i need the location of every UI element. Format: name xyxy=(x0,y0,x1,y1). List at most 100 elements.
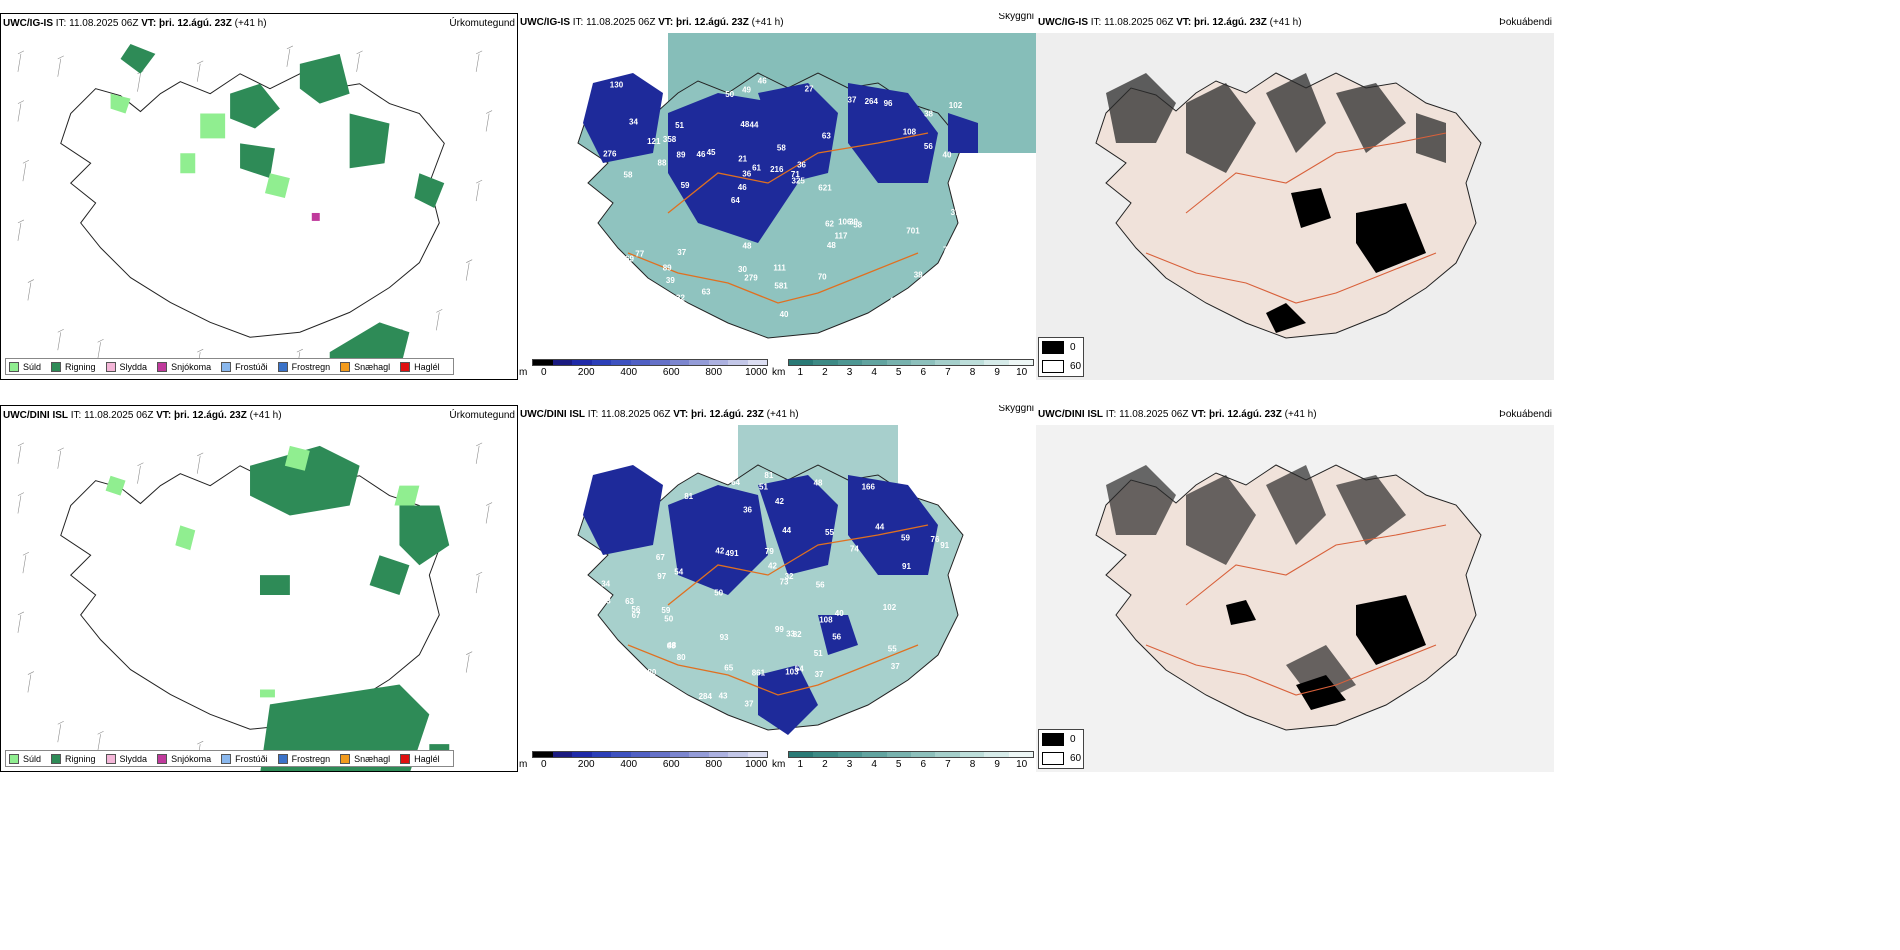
visibility-value-label: 102 xyxy=(949,101,963,110)
cloudbase-color-step xyxy=(669,360,689,365)
visibility-value-label: 313 xyxy=(639,304,653,313)
cloudbase-tick-label: 400 xyxy=(620,759,638,770)
init-time: 11.08.2025 06Z xyxy=(586,17,656,28)
cloudbase-tick-label: 600 xyxy=(662,759,680,770)
visibility-tick-label: 5 xyxy=(895,759,902,770)
visibility-color-step xyxy=(813,360,838,365)
visibility-color-step xyxy=(1008,360,1034,365)
cloudbase-color-step xyxy=(611,752,631,757)
visibility-value-label: 88 xyxy=(658,159,667,168)
fog-legend-item: 0 xyxy=(1039,730,1083,749)
visibility-value-label: 56 xyxy=(631,605,640,614)
cloudbase-color-step xyxy=(630,752,650,757)
fog-core xyxy=(1266,188,1426,333)
visibility-value-label: 35 xyxy=(612,302,621,311)
valid-label: VT: xyxy=(156,410,172,421)
visibility-value-label: 21 xyxy=(738,155,747,164)
visibility-value-label: 73 xyxy=(780,577,789,586)
valid-label: VT: xyxy=(673,409,689,420)
visibility-value-label: 491 xyxy=(725,549,739,558)
precip-map[interactable] xyxy=(1,34,517,379)
lead-time: (+41 h) xyxy=(249,410,282,421)
fog-shading xyxy=(1106,465,1406,705)
visibility-value-label: 46 xyxy=(758,77,767,86)
legend-swatch xyxy=(51,361,62,372)
visibility-tick-label: 2 xyxy=(822,367,828,378)
panel-visibility-row1: UWC/IG-IS IT: 11.08.2025 06Z VT: þri. 12… xyxy=(518,13,1036,380)
visibility-value-label: 56 xyxy=(918,297,927,306)
legend-label: Snæhagl xyxy=(354,361,391,372)
visibility-value-label: 36 xyxy=(742,169,751,178)
panel-header: UWC/IG-IS IT: 11.08.2025 06Z VT: þri. 12… xyxy=(1036,13,1554,33)
visibility-value-label: 48 xyxy=(740,120,749,129)
visibility-value-label: 74 xyxy=(850,545,859,554)
precip-map[interactable] xyxy=(1,426,517,771)
fog-core xyxy=(1226,595,1426,710)
init-time: 11.08.2025 06Z xyxy=(1104,17,1174,28)
legend-swatch xyxy=(340,753,351,764)
cloudbase-color-step xyxy=(728,360,748,365)
valid-label: VT: xyxy=(658,17,674,28)
cloudbase-tick-label: 200 xyxy=(577,759,595,770)
visibility-value-label: 78 xyxy=(943,246,952,255)
cloudbase-tick-labels: 0 200 400 600 800 1000 xyxy=(532,366,768,380)
cloudbase-colorbar-strip xyxy=(532,751,768,758)
panel-header: UWC/IG-IS IT: 11.08.2025 06Z VT: þri. 12… xyxy=(518,13,1036,33)
panel-precip-row2: UWC/DINI ISL IT: 11.08.2025 06Z VT: þri.… xyxy=(0,405,518,772)
cloudbase-color-step xyxy=(747,360,767,365)
visibility-value-label: 82 xyxy=(793,630,802,639)
visibility-value-label: 54 xyxy=(609,309,618,318)
valid-time: þri. 12.ágú. 23Z xyxy=(174,410,247,421)
valid-label: VT: xyxy=(141,18,157,29)
panel-precip-row1: UWC/IG-IS IT: 11.08.2025 06Z VT: þri. 12… xyxy=(0,13,518,380)
precip-rain xyxy=(250,445,450,771)
visibility-value-label: 111 xyxy=(773,263,786,272)
visibility-value-label: 81 xyxy=(684,492,693,501)
init-label: IT: xyxy=(572,17,584,28)
cloudbase-tick-label: 800 xyxy=(705,759,723,770)
visibility-value-label: 39 xyxy=(666,276,675,285)
legend-swatch xyxy=(277,753,288,764)
init-time: 11.08.2025 06Z xyxy=(69,18,139,29)
visibility-value-label: 38 xyxy=(924,109,933,118)
visibility-value-label: 51 xyxy=(759,483,768,492)
cloudbase-color-step xyxy=(728,752,748,757)
visibility-value-label: 44 xyxy=(875,522,884,531)
legend-swatch xyxy=(9,361,19,372)
visibility-tick-label: 8 xyxy=(969,367,976,378)
panel-visibility-row2: UWC/DINI ISL IT: 11.08.2025 06Z VT: þri.… xyxy=(518,405,1036,772)
cloudbase-tick-label: 200 xyxy=(577,367,595,378)
visibility-value-label: 37 xyxy=(891,662,900,671)
visibility-value-label: 48 xyxy=(827,241,836,250)
visibility-tick-label: 9 xyxy=(994,759,1000,770)
panel-fog-row1: UWC/IG-IS IT: 11.08.2025 06Z VT: þri. 12… xyxy=(1036,13,1554,380)
visibility-value-label: 56 xyxy=(924,142,933,151)
fog-map[interactable] xyxy=(1036,425,1554,772)
visibility-tick-label: 6 xyxy=(920,759,927,770)
visibility-tick-label: 7 xyxy=(945,759,951,770)
legend-item: Rigning xyxy=(51,753,96,764)
visibility-value-label: 59 xyxy=(901,534,910,543)
visibility-value-label: 581 xyxy=(774,282,788,291)
visibility-value-label: 64 xyxy=(731,478,740,487)
cloudbase-color-step xyxy=(747,752,767,757)
visibility-value-label: 64 xyxy=(731,196,740,205)
visibility-tick-label: 3 xyxy=(846,759,853,770)
visibility-tick-label: 4 xyxy=(871,367,877,378)
legend-swatch xyxy=(105,361,116,372)
visibility-value-label: 36 xyxy=(743,505,752,514)
fog-legend-label: 0 xyxy=(1070,342,1076,353)
valid-time: þri. 12.ágú. 23Z xyxy=(676,17,749,28)
cloudbase-color-step xyxy=(689,360,709,365)
visibility-value-label: 79 xyxy=(765,547,774,556)
iceland-outline xyxy=(60,465,445,730)
visibility-value-label: 63 xyxy=(702,287,711,296)
valid-time: þri. 12.ágú. 23Z xyxy=(1209,409,1282,420)
visibility-tick-label: 10 xyxy=(1016,759,1028,770)
visibility-value-label: 45 xyxy=(707,148,716,157)
visibility-map[interactable]: 380 166 81 44 33 54 50 48 59 74 63 81 56 73 37 64 37 34 69… xyxy=(518,425,1036,772)
cloudbase-color-step xyxy=(591,360,611,365)
visibility-map[interactable]: 56 58 38 64 63 73 48 58 77 45 47 39 44 36 58 34 49 55 62 56… xyxy=(518,33,1036,380)
cloudbase-colorbar-strip xyxy=(532,359,768,366)
fog-map[interactable] xyxy=(1036,33,1554,380)
